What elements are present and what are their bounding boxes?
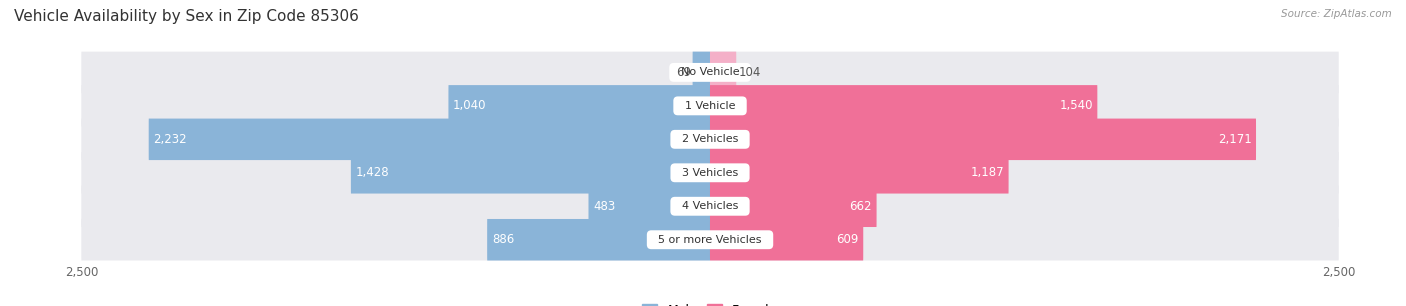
Text: 1,187: 1,187 — [970, 166, 1004, 179]
Text: 2,232: 2,232 — [153, 133, 187, 146]
Text: Vehicle Availability by Sex in Zip Code 85306: Vehicle Availability by Sex in Zip Code … — [14, 9, 359, 24]
Text: 1,428: 1,428 — [356, 166, 389, 179]
FancyBboxPatch shape — [82, 185, 1339, 227]
Text: 5 or more Vehicles: 5 or more Vehicles — [651, 235, 769, 245]
FancyBboxPatch shape — [149, 119, 710, 160]
FancyBboxPatch shape — [710, 85, 1097, 127]
FancyBboxPatch shape — [449, 85, 710, 127]
FancyBboxPatch shape — [82, 219, 1339, 260]
FancyBboxPatch shape — [82, 85, 1339, 127]
Text: 104: 104 — [738, 66, 761, 79]
FancyBboxPatch shape — [710, 119, 1256, 160]
FancyBboxPatch shape — [486, 219, 710, 260]
FancyBboxPatch shape — [589, 185, 710, 227]
FancyBboxPatch shape — [352, 152, 710, 194]
Text: 662: 662 — [849, 200, 872, 213]
FancyBboxPatch shape — [693, 52, 710, 93]
Text: 2 Vehicles: 2 Vehicles — [675, 134, 745, 144]
FancyBboxPatch shape — [710, 185, 876, 227]
Text: 609: 609 — [837, 233, 859, 246]
FancyBboxPatch shape — [710, 52, 737, 93]
Text: Source: ZipAtlas.com: Source: ZipAtlas.com — [1281, 9, 1392, 19]
Text: 1 Vehicle: 1 Vehicle — [678, 101, 742, 111]
Legend: Male, Female: Male, Female — [643, 304, 778, 306]
Text: 3 Vehicles: 3 Vehicles — [675, 168, 745, 178]
FancyBboxPatch shape — [710, 219, 863, 260]
Text: 1,540: 1,540 — [1059, 99, 1092, 112]
FancyBboxPatch shape — [82, 119, 1339, 160]
Text: 2,171: 2,171 — [1218, 133, 1251, 146]
FancyBboxPatch shape — [710, 152, 1008, 194]
Text: 483: 483 — [593, 200, 616, 213]
Text: No Vehicle: No Vehicle — [673, 67, 747, 77]
Text: 1,040: 1,040 — [453, 99, 486, 112]
Text: 886: 886 — [492, 233, 515, 246]
FancyBboxPatch shape — [82, 52, 1339, 93]
Text: 69: 69 — [676, 66, 690, 79]
FancyBboxPatch shape — [82, 152, 1339, 194]
Text: 4 Vehicles: 4 Vehicles — [675, 201, 745, 211]
